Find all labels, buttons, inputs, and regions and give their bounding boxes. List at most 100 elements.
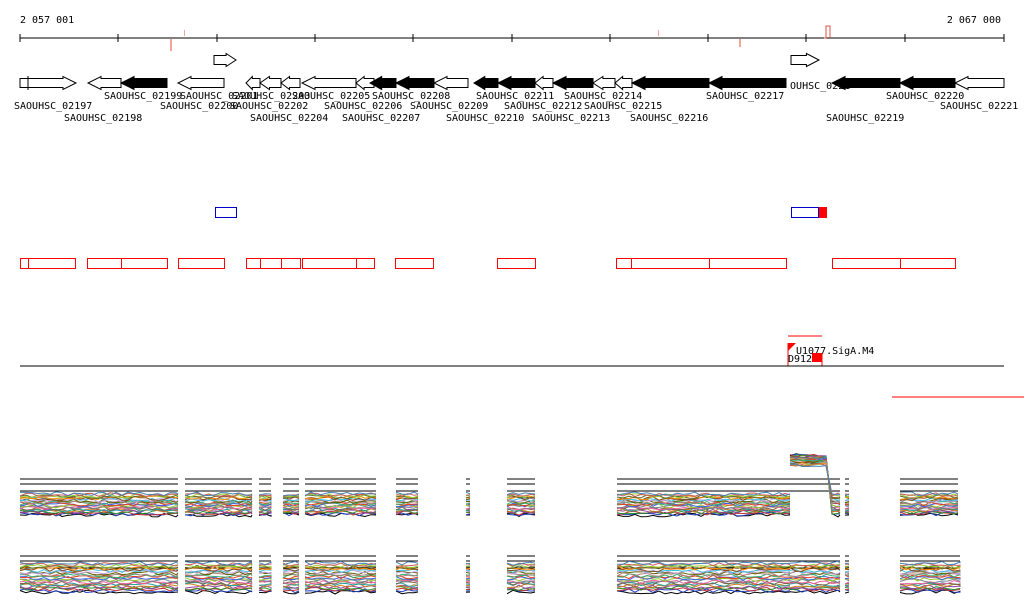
gene-arrow[interactable] [355, 75, 375, 91]
gene-arrow[interactable] [630, 75, 710, 91]
gene-arrow[interactable] [953, 75, 1005, 91]
gene-label: SAOUHSC_02211 [476, 91, 554, 102]
gene-saouhsc_02214[interactable]: SAOUHSC_02214 [564, 75, 642, 103]
red-feature-box[interactable] [900, 258, 956, 269]
gene-saouhsc_02203[interactable]: SAOUHSC_02203 [232, 75, 310, 103]
red-feature-box[interactable] [87, 258, 122, 269]
gene-saouhsc_02211[interactable]: SAOUHSC_02211 [476, 75, 554, 103]
profile-line [899, 575, 961, 581]
gene-saouhsc_02205[interactable]: SAOUHSC_02205 [292, 75, 370, 103]
feature-end-box [812, 353, 822, 362]
profile-line [19, 588, 179, 594]
profile-line [304, 565, 377, 571]
profile-line [395, 492, 419, 497]
gene-saouhsc_02206[interactable]: SAOUHSC_02206 [324, 75, 402, 113]
profile-segment [789, 453, 841, 518]
gene-saouhsc_02220[interactable]: SAOUHSC_02220 [886, 75, 964, 103]
gene-arrow[interactable] [496, 75, 536, 91]
gene-arrow[interactable] [300, 75, 357, 91]
profile-line [19, 581, 179, 588]
gene-saouhsc_02217[interactable]: SAOUHSC_02217 [706, 75, 787, 103]
gene-arrow[interactable] [176, 75, 225, 91]
gene-saouhsc_02210[interactable]: SAOUHSC_02210 [446, 75, 524, 125]
gene-saouhsc_02212[interactable]: SAOUHSC_02212 [504, 75, 582, 113]
red-feature-box[interactable] [121, 258, 168, 269]
profile-line [258, 587, 272, 591]
profile-line [304, 572, 377, 577]
gene-saouhsc_02219[interactable]: SAOUHSC_02219 [826, 75, 904, 125]
red-feature-box[interactable] [395, 258, 434, 269]
gene-label: SAOUHSC_02201 [180, 91, 258, 102]
gene-arrow[interactable] [119, 75, 168, 91]
red-feature-box[interactable] [178, 258, 225, 269]
gene-arrow[interactable] [592, 75, 616, 91]
gene-arrow[interactable] [213, 52, 237, 68]
red-feature-box[interactable] [246, 258, 261, 269]
gene-saouhsc_02197[interactable]: SAOUHSC_02197 [14, 75, 92, 113]
profile-line [258, 501, 272, 506]
gene-arrow[interactable] [280, 75, 301, 91]
gene-arrow[interactable] [830, 75, 901, 91]
profile-line [184, 491, 253, 497]
gene-arrow[interactable] [790, 52, 821, 68]
gene-label: SAOUHSC_02205 [292, 91, 370, 102]
red-feature-box[interactable] [356, 258, 375, 269]
profile-line [465, 496, 471, 499]
gene-saouhsc_02213[interactable]: SAOUHSC_02213 [532, 75, 610, 125]
gene-saouhsc_02218[interactable]: SAOUHSC_02218 [778, 52, 856, 93]
gene-arrow[interactable] [551, 75, 594, 91]
profile-line [19, 499, 179, 505]
red-feature-box[interactable] [281, 258, 301, 269]
gene-saouhsc_02207[interactable]: SAOUHSC_02207 [342, 75, 420, 125]
gene-saouhsc_02198[interactable]: SAOUHSC_02198 [64, 75, 142, 125]
gene-arrow[interactable] [259, 75, 282, 91]
red-feature-box[interactable] [709, 258, 787, 269]
gene-arrow[interactable] [368, 75, 397, 91]
profile-line [395, 577, 419, 581]
profile-line [844, 581, 850, 585]
red-feature-box[interactable] [832, 258, 901, 269]
gene-arrow[interactable] [394, 75, 435, 91]
gene-arrow[interactable] [432, 75, 469, 91]
red-feature-box[interactable] [28, 258, 76, 269]
gene-saouhsc_02199[interactable]: SAOUHSC_02199 [104, 75, 182, 103]
profile-line [282, 575, 300, 580]
profile-line [304, 560, 377, 566]
genes-track: SAOUHSC_02197SAOUHSC_02198SAOUHSC_02199S… [14, 52, 1018, 125]
profile-line [616, 573, 791, 578]
red-feature-box[interactable] [260, 258, 282, 269]
gene-saouhsc_02216[interactable]: SAOUHSC_02216 [630, 75, 710, 125]
profile-line [506, 569, 536, 575]
profile-line [465, 567, 471, 570]
gene-arrow[interactable] [614, 75, 633, 91]
gene-saouhsc_02208[interactable]: SAOUHSC_02208 [372, 75, 450, 103]
gene-arrow[interactable] [473, 75, 499, 91]
profile-line [258, 578, 272, 582]
blue-feature-box[interactable] [791, 207, 819, 218]
gene-saouhsc_02209[interactable]: SAOUHSC_02209 [410, 75, 488, 113]
gene-saouhsc_02201[interactable]: SAOUHSC_02201 [180, 52, 258, 103]
gene-saouhsc_02215[interactable]: SAOUHSC_02215 [584, 75, 662, 113]
gene-arrow[interactable] [707, 75, 787, 91]
profile-line [789, 581, 841, 586]
red-feature-box[interactable] [631, 258, 710, 269]
gene-arrow[interactable] [86, 75, 122, 91]
feature-secondary-label: D912 [788, 354, 812, 365]
gene-arrow[interactable] [534, 75, 554, 91]
red-feature-box[interactable] [616, 258, 632, 269]
gene-saouhsc_02202[interactable]: SAOUHSC_02202 [230, 75, 308, 113]
gene-arrow[interactable] [245, 75, 261, 91]
red-feature-fill[interactable] [819, 207, 827, 218]
gene-arrow[interactable] [19, 75, 78, 91]
profile-line [395, 587, 419, 591]
red-feature-box[interactable] [497, 258, 536, 269]
profile-line [789, 589, 841, 595]
red-feature-box[interactable] [20, 258, 29, 269]
gene-saouhsc_02200[interactable]: SAOUHSC_02200 [160, 75, 238, 113]
blue-feature-box[interactable] [215, 207, 237, 218]
gene-arrow[interactable] [898, 75, 956, 91]
gene-saouhsc_02204[interactable]: SAOUHSC_02204 [250, 75, 328, 125]
profile-line [844, 567, 850, 570]
gene-saouhsc_02221[interactable]: SAOUHSC_02221 [940, 75, 1018, 113]
red-feature-box[interactable] [302, 258, 357, 269]
